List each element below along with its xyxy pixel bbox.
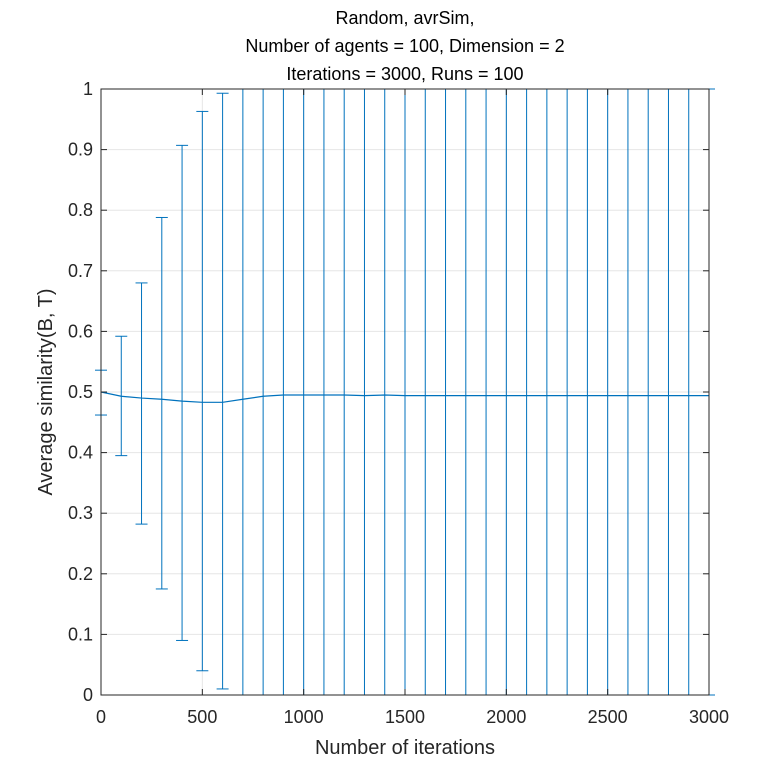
y-tick-label: 0.8 <box>68 200 93 220</box>
x-tick-label: 2000 <box>486 707 526 727</box>
y-tick-label: 0.2 <box>68 564 93 584</box>
x-tick-label: 3000 <box>689 707 729 727</box>
mean-line <box>100 391 709 403</box>
axis-ticks <box>100 88 710 696</box>
x-axis-tick-labels: 0 500 1000 1500 2000 2500 3000 <box>96 707 729 727</box>
x-axis-label: Number of iterations <box>315 737 495 759</box>
chart-title-line-3: Iterations = 3000, Runs = 100 <box>286 64 523 84</box>
y-tick-label: 0 <box>83 685 93 705</box>
chart-title: Random, avrSim, Number of agents = 100, … <box>245 8 564 84</box>
x-tick-label: 2500 <box>588 707 628 727</box>
y-tick-label: 0.9 <box>68 140 93 160</box>
x-tick-label: 1000 <box>284 707 324 727</box>
chart-title-line-1: Random, avrSim, <box>335 8 474 28</box>
error-bars <box>95 88 715 696</box>
y-tick-label: 0.3 <box>68 503 93 523</box>
x-tick-label: 1500 <box>385 707 425 727</box>
y-tick-label: 0.1 <box>68 624 93 644</box>
y-tick-label: 0.5 <box>68 382 93 402</box>
y-tick-label: 0.6 <box>68 321 93 341</box>
y-tick-label: 1 <box>83 79 93 99</box>
y-axis-tick-labels: 0 0.1 0.2 0.3 0.4 0.5 0.6 0.7 0.8 0.9 1 <box>68 79 93 705</box>
y-axis-label: Average similarity(B, T) <box>35 288 57 495</box>
x-tick-label: 500 <box>187 707 217 727</box>
data-series <box>100 391 709 403</box>
y-tick-label: 0.7 <box>68 261 93 281</box>
chart-title-line-2: Number of agents = 100, Dimension = 2 <box>245 36 564 56</box>
y-tick-label: 0.4 <box>68 443 93 463</box>
x-tick-label: 0 <box>96 707 106 727</box>
